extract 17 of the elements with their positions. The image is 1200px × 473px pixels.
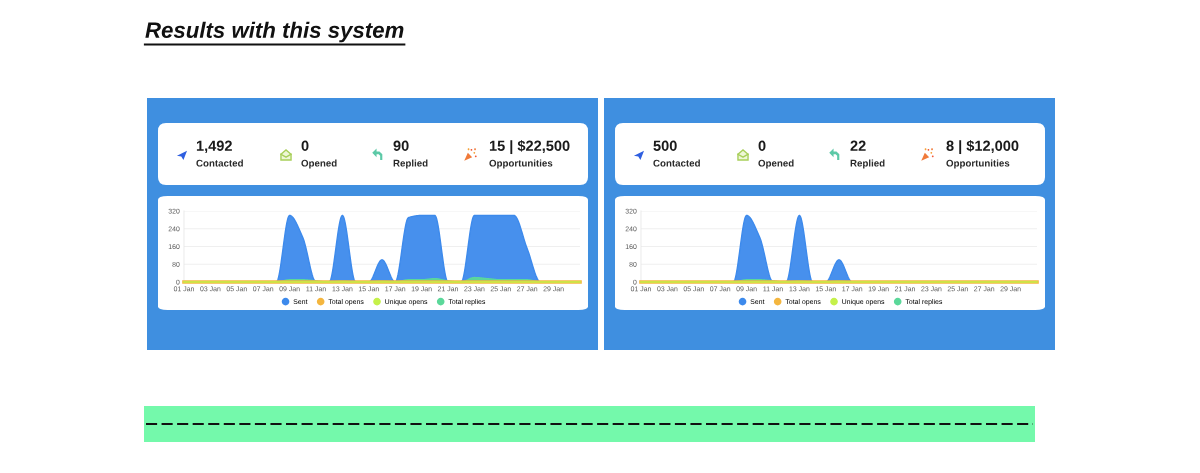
text: Contacted — [653, 159, 700, 167]
text: Replied — [393, 159, 428, 169]
text: Replied — [850, 159, 885, 169]
text: 500 — [653, 140, 677, 151]
text: 1,492 — [196, 140, 232, 154]
text: 0 — [758, 140, 766, 151]
text: Opportunities — [489, 159, 553, 169]
text: Opened — [301, 159, 337, 169]
text: 15 | $22,500 — [489, 139, 570, 155]
text: 22 — [850, 140, 866, 151]
text: Contacted — [196, 159, 243, 167]
text: 8 | $12,000 — [946, 139, 1019, 155]
text: Opportunities — [946, 159, 1010, 169]
text: 0 — [301, 140, 309, 151]
text: 90 — [393, 140, 409, 151]
text: Results with this system — [145, 21, 404, 43]
text: Opened — [758, 159, 794, 169]
